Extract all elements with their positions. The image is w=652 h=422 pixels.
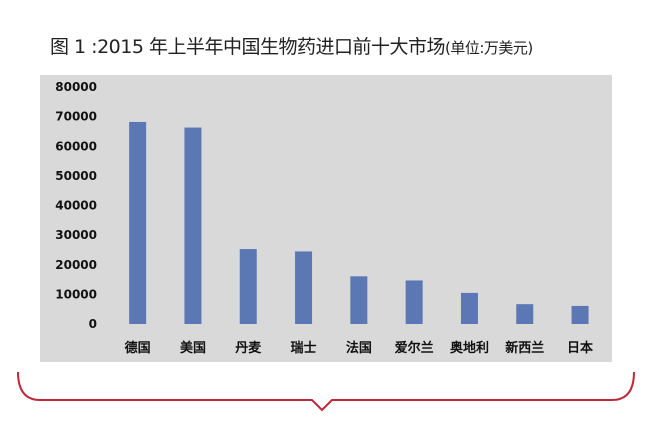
y-tick-label: 10000: [55, 287, 97, 301]
y-tick-label: 50000: [55, 169, 97, 183]
x-tick-label: 新西兰: [505, 340, 544, 356]
x-tick-label: 德国: [125, 340, 151, 356]
y-tick-label: 80000: [55, 80, 97, 94]
bar-美国: [184, 127, 202, 325]
title-text: 图 1 :2015 年上半年中国生物药进口前十大市场: [50, 36, 445, 58]
x-tick-label: 美国: [180, 340, 206, 356]
y-tick-label: 70000: [55, 110, 97, 124]
x-tick-label: 奥地利: [450, 340, 489, 356]
decorative-bracket: [17, 371, 635, 412]
bar-日本: [571, 305, 589, 324]
unit-label: (单位:万美元): [444, 39, 533, 57]
bar-瑞士: [295, 251, 313, 324]
x-tick-label: 爱尔兰: [395, 340, 434, 356]
x-tick-label: 法国: [346, 340, 372, 356]
x-tick-label: 日本: [567, 340, 593, 356]
bar-德国: [129, 121, 147, 325]
bar-丹麦: [239, 249, 257, 324]
y-tick-label: 20000: [55, 258, 97, 272]
y-tick-label: 60000: [55, 139, 97, 153]
bar-爱尔兰: [405, 280, 423, 324]
y-tick-label: 40000: [55, 199, 97, 213]
x-tick-label: 丹麦: [235, 340, 262, 356]
y-tick-label: 0: [89, 317, 97, 331]
bar-奥地利: [460, 292, 478, 324]
chart-title: 图 1 :2015 年上半年中国生物药进口前十大市场(单位:万美元): [50, 32, 533, 59]
y-tick-label: 30000: [55, 228, 97, 242]
bar-新西兰: [516, 304, 534, 324]
x-tick-label: 瑞士: [291, 340, 317, 356]
bar-法国: [350, 276, 368, 324]
